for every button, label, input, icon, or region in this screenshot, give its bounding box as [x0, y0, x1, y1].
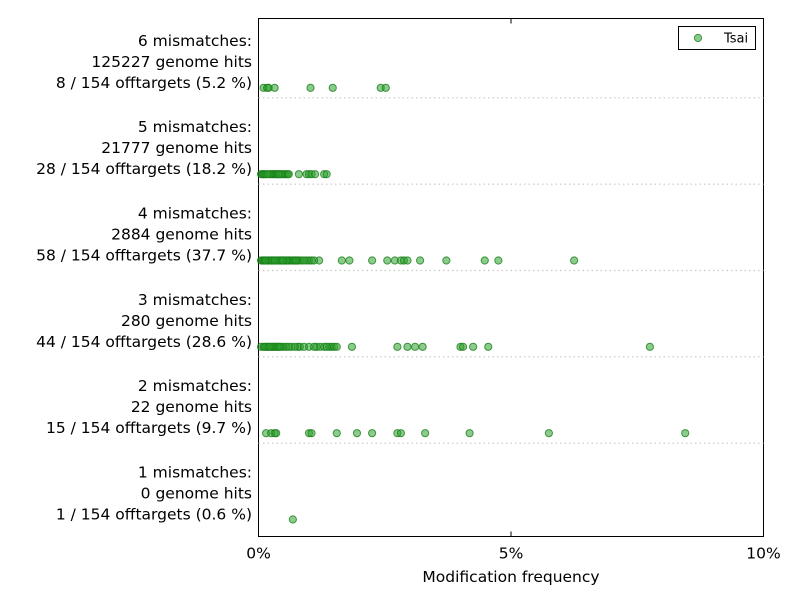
row-label-line: 2 mismatches:: [138, 377, 252, 395]
data-point: [274, 170, 283, 179]
data-point: [307, 429, 316, 438]
data-point: [383, 256, 392, 265]
row-label-line: 58 / 154 offtargets (37.7 %): [36, 247, 252, 265]
data-point: [299, 342, 309, 351]
row-label-line: 44 / 154 offtargets (28.6 %): [36, 333, 252, 351]
row-label-line: 21777 genome hits: [101, 139, 252, 157]
row-labels: 6 mismatches: 125227 genome hits 8 / 154 o…: [36, 32, 252, 524]
data-point: [645, 342, 654, 351]
data-point: [421, 429, 430, 438]
row-label-line: 2884 genome hits: [111, 226, 252, 244]
x-tick-label: 0%: [246, 545, 271, 563]
data-point: [368, 256, 377, 265]
data-point: [332, 429, 341, 438]
data-point: [275, 342, 284, 351]
row-label-line: 6 mismatches:: [138, 32, 252, 50]
data-point: [544, 429, 553, 438]
data-point: [309, 342, 319, 351]
x-axis-ticks: 0% 5% 10%: [246, 18, 781, 563]
data-point: [484, 342, 493, 351]
data-point: [322, 170, 331, 179]
data-point: [332, 342, 341, 351]
data-point: [368, 429, 377, 438]
data-point: [337, 256, 346, 265]
data-point: [465, 429, 474, 438]
data-point: [570, 256, 579, 265]
data-point: [403, 256, 412, 265]
data-point: [299, 256, 309, 265]
data-point: [442, 256, 451, 265]
data-point: [328, 83, 337, 92]
data-point: [681, 429, 690, 438]
data-point: [458, 342, 468, 351]
row-label-line: 28 / 154 offtargets (18.2 %): [36, 160, 252, 178]
data-point: [480, 256, 489, 265]
data-point: [393, 342, 402, 351]
row-label-line: 3 mismatches:: [138, 291, 252, 309]
row-label-line: 22 genome hits: [131, 398, 252, 416]
data-point: [265, 342, 274, 351]
legend-box: [678, 26, 756, 50]
data-point: [278, 256, 287, 265]
legend-label-tsai: Tsai: [723, 32, 748, 47]
row-label-line: 5 mismatches:: [138, 118, 252, 136]
row-label-line: 1 mismatches:: [138, 464, 252, 482]
data-point: [270, 256, 279, 265]
data-point: [469, 342, 478, 351]
data-point: [410, 342, 420, 351]
data-point: [352, 429, 362, 438]
legend-marker-tsai: [693, 33, 703, 43]
data-point: [396, 429, 406, 438]
data-point: [416, 256, 425, 265]
data-point: [291, 256, 300, 265]
data-point: [288, 515, 297, 524]
legend: Tsai: [678, 26, 756, 50]
data-point: [272, 429, 281, 438]
data-point: [290, 342, 299, 351]
row-label-line: 1 / 154 offtargets (0.6 %): [56, 506, 252, 524]
row-label-line: 125227 genome hits: [91, 53, 252, 71]
data-point: [381, 83, 390, 92]
data-point: [403, 342, 412, 351]
row-label-line: 280 genome hits: [121, 312, 252, 330]
data-point: [264, 83, 273, 92]
x-tick-label: 10%: [746, 545, 780, 563]
data-point: [309, 256, 319, 265]
data-point: [347, 342, 357, 351]
data-point: [418, 342, 427, 351]
data-point: [494, 256, 503, 265]
row-label-line: 8 / 154 offtargets (5.2 %): [56, 74, 252, 92]
row-label-line: 0 genome hits: [141, 485, 252, 503]
data-point: [306, 83, 315, 92]
data-point: [322, 342, 331, 351]
data-points: [256, 83, 690, 524]
data-point: [310, 170, 320, 179]
data-point: [345, 256, 354, 265]
row-separators: [258, 97, 764, 444]
data-point: [263, 170, 272, 179]
x-axis-label: Modification frequency: [422, 568, 599, 586]
row-label-line: 4 mismatches:: [138, 205, 252, 223]
row-label-line: 15 / 154 offtargets (9.7 %): [46, 419, 252, 437]
data-point: [284, 170, 293, 179]
x-tick-label: 5%: [499, 545, 524, 563]
plot-area: [258, 18, 764, 537]
data-point: [294, 170, 303, 179]
